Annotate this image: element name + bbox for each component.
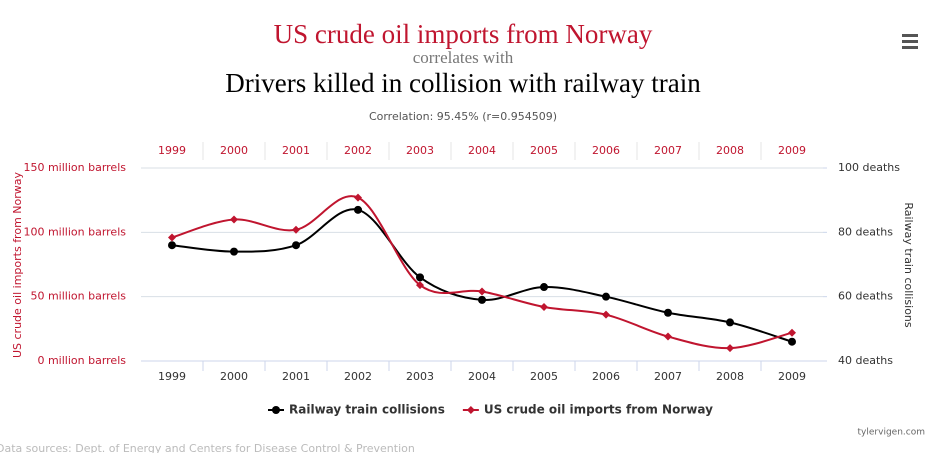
point xyxy=(292,241,300,250)
point xyxy=(478,295,486,304)
x-tick-label: 2004 xyxy=(468,370,496,383)
x-top-tick-label: 2009 xyxy=(778,144,806,157)
x-tick-label: 2008 xyxy=(716,370,744,383)
y2-tick-label: 80 deaths xyxy=(838,225,893,238)
point xyxy=(168,233,176,242)
menu-bar xyxy=(902,40,918,43)
menu-bar xyxy=(902,34,918,37)
point xyxy=(602,310,610,319)
point xyxy=(416,273,424,282)
x-tick-label: 2000 xyxy=(220,370,248,383)
x-tick-label: 2001 xyxy=(282,370,310,383)
series-line xyxy=(171,195,793,350)
y2-tick-label: 40 deaths xyxy=(838,354,893,367)
x-tick-label: 2006 xyxy=(592,370,620,383)
x-tick-label: 2009 xyxy=(778,370,806,383)
point xyxy=(292,225,300,234)
chart-title: US crude oil imports from Norway xyxy=(274,19,653,49)
x-top-tick-label: 2004 xyxy=(468,144,496,157)
point xyxy=(664,308,672,317)
point xyxy=(168,241,176,250)
source: Data sources: Dept. of Energy and Center… xyxy=(0,442,415,453)
annotation: Correlation: 95.45% (r=0.954509) xyxy=(369,110,557,123)
x-tick-label: 2007 xyxy=(654,370,682,383)
x-top-tick-label: 2001 xyxy=(282,144,310,157)
point xyxy=(478,287,486,296)
menu-bar xyxy=(902,46,918,49)
legend-label: Railway train collisions xyxy=(289,403,445,417)
y-axis-label: US crude oil imports from Norway xyxy=(11,171,24,358)
x-tick-label: 2003 xyxy=(406,370,434,383)
x-top-tick-label: 2007 xyxy=(654,144,682,157)
point xyxy=(540,302,548,311)
x-tick-label: 2002 xyxy=(344,370,372,383)
legend-item[interactable]: Railway train collisions xyxy=(268,403,445,417)
legend-label: US crude oil imports from Norway xyxy=(484,403,713,417)
point xyxy=(664,332,672,341)
legend-marker xyxy=(466,406,475,414)
y2-tick-label: 60 deaths xyxy=(838,290,893,303)
x-top-tick-label: 1999 xyxy=(158,144,186,157)
subtitle: correlates with xyxy=(413,48,514,67)
x-tick-label: 2005 xyxy=(530,370,558,383)
point xyxy=(602,292,610,301)
y2-axis-label: Railway train collisions xyxy=(902,202,915,328)
y-tick-label: 100 million barrels xyxy=(23,225,126,238)
x-top-tick-label: 2002 xyxy=(344,144,372,157)
point xyxy=(230,247,238,256)
menu-icon[interactable] xyxy=(902,34,918,49)
x-top-tick-label: 2000 xyxy=(220,144,248,157)
point xyxy=(788,328,796,337)
point xyxy=(354,205,362,214)
series-line xyxy=(171,208,793,343)
point xyxy=(540,283,548,292)
x-tick-label: 1999 xyxy=(158,370,186,383)
x-top-tick-label: 2006 xyxy=(592,144,620,157)
point xyxy=(788,337,796,346)
point xyxy=(726,318,734,327)
credit: tylervigen.com xyxy=(858,428,925,438)
legend-marker xyxy=(272,406,280,414)
second-title: Drivers killed in collision with railway… xyxy=(225,68,701,98)
y-tick-label: 0 million barrels xyxy=(37,354,126,367)
point xyxy=(230,215,238,224)
x-top-tick-label: 2003 xyxy=(406,144,434,157)
point xyxy=(354,193,362,202)
point xyxy=(416,281,424,290)
x-top-tick-label: 2005 xyxy=(530,144,558,157)
point xyxy=(726,344,734,353)
legend-item[interactable]: US crude oil imports from Norway xyxy=(462,403,713,417)
y2-tick-label: 100 deaths xyxy=(838,161,900,174)
y-tick-label: 150 million barrels xyxy=(23,161,126,174)
y-tick-label: 50 million barrels xyxy=(30,290,126,303)
x-top-tick-label: 2008 xyxy=(716,144,744,157)
